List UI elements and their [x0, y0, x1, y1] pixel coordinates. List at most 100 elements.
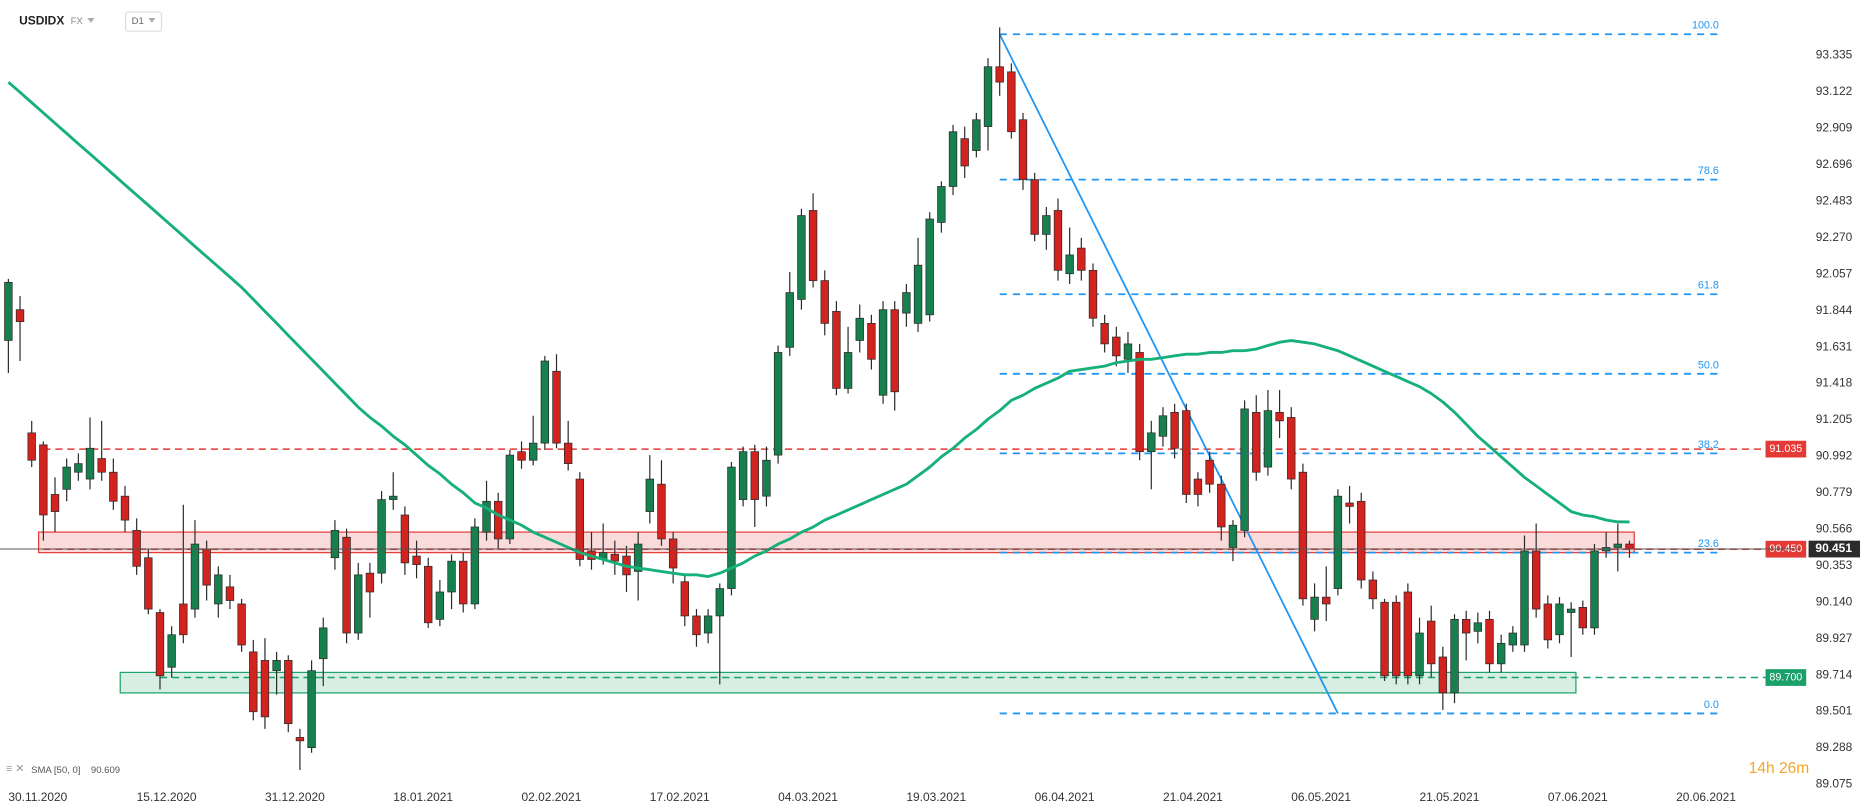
candle-body	[1263, 410, 1273, 468]
fib-label: 0.0	[1704, 699, 1719, 711]
candle-body	[342, 536, 351, 634]
y-tick-label: 89.075	[1816, 777, 1853, 791]
y-tick-label: 90.140	[1816, 594, 1853, 608]
candle-body	[272, 660, 281, 672]
candle-body	[377, 499, 386, 574]
candle-body	[1368, 579, 1378, 600]
candle-body	[738, 451, 748, 500]
candle-body	[39, 444, 48, 516]
y-tick-label: 92.696	[1816, 157, 1853, 171]
candle-body	[435, 591, 445, 620]
fib-label: 100.0	[1692, 20, 1719, 32]
candle-body	[1147, 432, 1156, 453]
candle-body	[62, 466, 71, 490]
y-tick-label: 90.566	[1816, 522, 1853, 536]
candle-body	[1042, 215, 1051, 235]
candle-body	[1333, 495, 1343, 589]
candle-body	[1345, 502, 1354, 507]
candle-body	[1298, 471, 1308, 600]
candle-body	[925, 218, 934, 316]
candle-body	[120, 495, 130, 521]
candle-body	[85, 447, 95, 480]
candle-body	[785, 292, 794, 348]
candle-body	[1461, 618, 1471, 634]
y-tick-label: 91.418	[1816, 376, 1853, 390]
candle-body	[202, 548, 211, 586]
candle-body	[1520, 550, 1529, 646]
y-tick-label: 90.353	[1816, 558, 1853, 572]
candle-body	[1555, 603, 1564, 636]
candle-body	[1007, 71, 1016, 133]
candle-body	[4, 281, 13, 341]
candle-body	[995, 66, 1004, 83]
x-tick-label: 06.04.2021	[1035, 790, 1095, 804]
y-tick-label: 93.122	[1816, 84, 1853, 98]
candle-body	[459, 560, 468, 605]
candle-body	[109, 471, 118, 502]
candle-body	[1100, 323, 1109, 345]
candle-body	[155, 612, 165, 677]
x-tick-label: 15.12.2020	[137, 790, 197, 804]
candle-body	[27, 432, 36, 461]
candle-body	[820, 280, 829, 324]
candle-body	[249, 651, 258, 713]
trendline	[998, 33, 1339, 714]
symbol: USDIDX	[19, 14, 64, 28]
candle-body	[365, 572, 375, 593]
timeframe-box[interactable]	[124, 11, 163, 32]
candle-body	[657, 483, 666, 540]
candle-body	[400, 514, 410, 564]
y-tick-label: 92.483	[1816, 194, 1853, 208]
candle-body	[389, 495, 398, 500]
x-tick-label: 04.03.2021	[778, 790, 838, 804]
candle-body	[412, 555, 421, 565]
candle-body	[1357, 500, 1366, 581]
candle-body	[680, 581, 689, 617]
x-tick-label: 17.02.2021	[650, 790, 710, 804]
y-tick-label: 89.288	[1816, 740, 1853, 754]
candle-body	[1543, 603, 1553, 641]
candle-body	[855, 317, 864, 341]
x-tick-label: 06.05.2021	[1291, 790, 1351, 804]
candle-body	[890, 309, 899, 393]
candle-body	[1496, 642, 1506, 665]
candle-body	[1065, 254, 1074, 275]
candle-body	[1322, 596, 1331, 605]
sma-legend-name: SMA [50, 0]	[31, 765, 80, 776]
candle-body	[1112, 336, 1121, 357]
candle-body	[762, 459, 771, 497]
fib-label: 78.6	[1698, 165, 1719, 177]
candle-body	[563, 442, 573, 465]
x-tick-label: 18.01.2021	[393, 790, 453, 804]
candle-body	[1205, 459, 1214, 485]
candle-body	[1053, 210, 1063, 271]
candle-body	[1427, 620, 1436, 665]
candle-body	[1077, 247, 1086, 271]
candle-body	[179, 603, 188, 636]
candle-body	[190, 543, 200, 610]
indicator-icons[interactable]: ≡ ✕	[6, 763, 24, 775]
candle-body	[1578, 607, 1587, 629]
level-label-box	[1765, 669, 1807, 686]
candle-body	[645, 478, 654, 512]
level-label-box	[1765, 440, 1807, 458]
candle-body	[1030, 179, 1039, 235]
candle-body	[424, 565, 433, 624]
candle-body	[470, 526, 480, 605]
candle-body	[1252, 411, 1261, 473]
candle-body	[1018, 119, 1028, 181]
y-tick-label: 92.270	[1816, 230, 1853, 244]
y-tick-label: 91.844	[1816, 303, 1853, 317]
price-label-box	[1808, 540, 1861, 558]
candle-body	[773, 352, 783, 456]
candle-body	[50, 494, 60, 512]
candle-body	[913, 264, 923, 324]
candle-body	[1228, 524, 1238, 548]
candle-body	[1380, 601, 1389, 677]
market-dropdown[interactable]	[87, 17, 95, 23]
candle-body	[307, 670, 316, 749]
candle-body	[808, 210, 818, 281]
candle-body	[832, 311, 841, 389]
